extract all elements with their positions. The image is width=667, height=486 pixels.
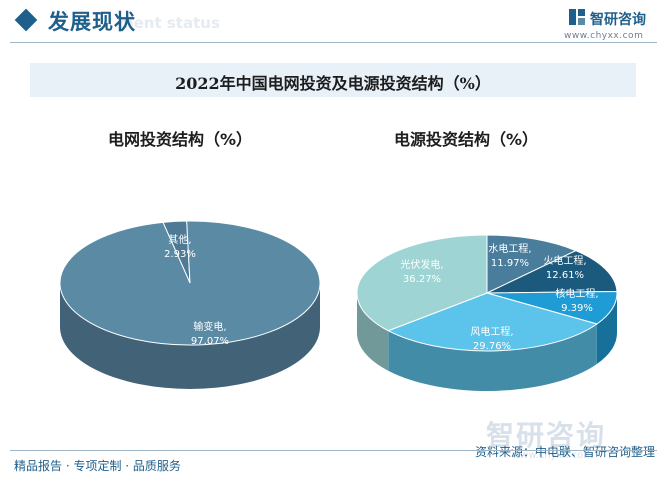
- header-ghost-text: ment status: [118, 14, 220, 32]
- header: ment status 发展现状 智研咨询 www.chyxx.com: [0, 0, 667, 44]
- footer-slogan: 精品报告 · 专项定制 · 品质服务: [14, 459, 181, 473]
- watermark: 智研咨询: [486, 419, 607, 452]
- power-slice-0: [486, 234, 578, 294]
- grid-label-name-1: 输变电,: [193, 320, 226, 333]
- power-slice-2: [486, 290, 618, 325]
- section-title: 发展现状: [48, 10, 136, 34]
- grid-slice-1: [59, 220, 321, 346]
- grid-label-name-0: 其他,: [168, 233, 191, 246]
- power-label-name-1: 火电工程,: [543, 254, 586, 267]
- power-label-pct-1: 12.61%: [546, 270, 584, 281]
- power-side-2: [596, 293, 617, 364]
- header-divider: [10, 42, 657, 43]
- grid-investment-pie: [59, 220, 321, 389]
- power-side-3: [388, 323, 597, 391]
- power-side-4: [357, 293, 389, 371]
- power-label-pct-0: 11.97%: [491, 258, 529, 269]
- power-label-name-2: 核电工程,: [555, 287, 598, 300]
- watermark-site: www.chyxx.com: [512, 450, 593, 461]
- power-label-name-4: 光伏发电,: [400, 258, 443, 271]
- power-label-pct-2: 9.39%: [561, 303, 593, 314]
- power-investment-pie: [356, 234, 618, 391]
- grid-chart-title: 电网投资结构（%）: [108, 130, 253, 149]
- footer-divider: [10, 450, 657, 451]
- power-label-pct-4: 36.27%: [403, 274, 441, 285]
- power-chart-title: 电源投资结构（%）: [394, 130, 539, 149]
- title-bar: [30, 63, 636, 97]
- pie-labels: 其他, 2.93% 输变电, 97.07% 水电工程, 11.97% 火电工程, 12.61%…: [164, 233, 598, 352]
- brand-name: 智研咨询: [590, 12, 646, 28]
- power-slice-4: [356, 234, 488, 332]
- brand-site: www.chyxx.com: [564, 31, 644, 41]
- grid-side-1: [60, 283, 320, 389]
- power-slice-3: [387, 292, 599, 352]
- grid-label-pct-1: 97.07%: [191, 336, 229, 347]
- power-label-name-0: 水电工程,: [488, 242, 531, 255]
- power-label-name-3: 风电工程,: [470, 325, 513, 338]
- power-label-pct-3: 29.76%: [473, 341, 511, 352]
- grid-label-pct-0: 2.93%: [164, 249, 196, 260]
- power-slice-1: [486, 250, 618, 294]
- chart-main-title: 2022年中国电网投资及电源投资结构（%）: [175, 74, 491, 93]
- source-note: 资料来源：中电联、智研咨询整理: [474, 445, 655, 459]
- brand-logo-icon: [569, 9, 585, 25]
